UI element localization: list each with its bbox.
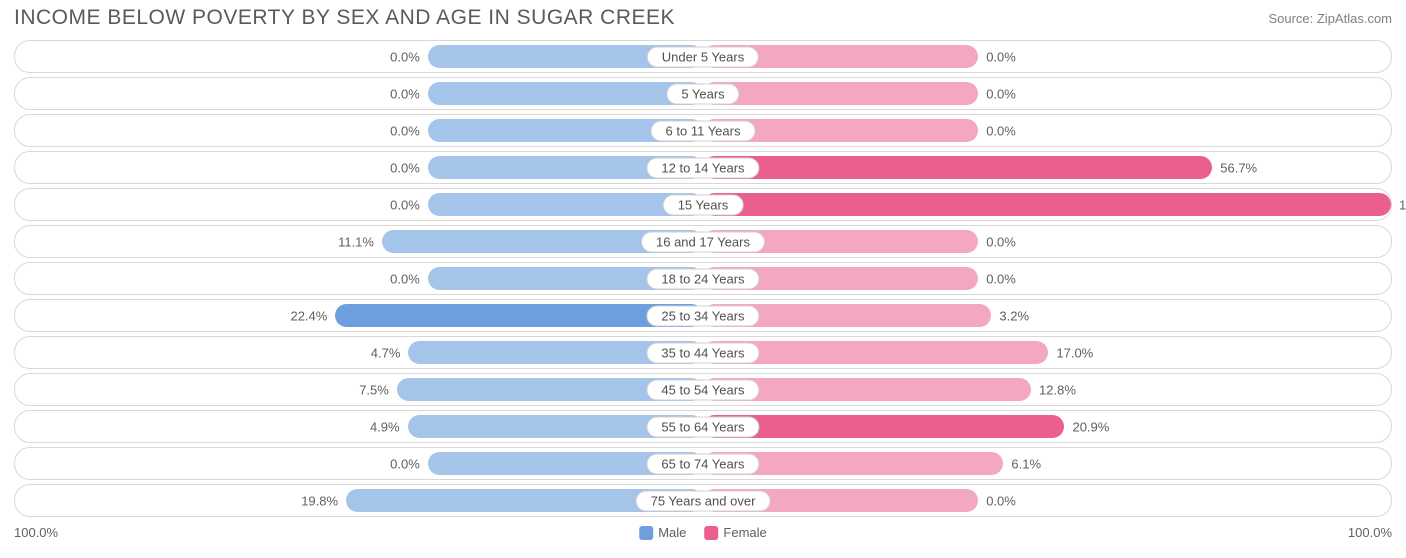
bar-male-fill (428, 82, 703, 105)
value-male: 4.9% (370, 419, 400, 434)
row-track: 7.5% 12.8% 45 to 54 Years (14, 373, 1392, 406)
value-male: 0.0% (390, 197, 420, 212)
legend: Male Female (639, 525, 767, 540)
value-male: 0.0% (390, 86, 420, 101)
row-track: 4.9% 20.9% 55 to 64 Years (14, 410, 1392, 443)
chart-area: 0.0%0.0%Under 5 Years0.0%0.0%5 Years0.0%… (0, 40, 1406, 517)
row-track: 0.0% 56.7% 12 to 14 Years (14, 151, 1392, 184)
chart-row: 0.0% 0.0% 18 to 24 Years (14, 262, 1392, 295)
chart-row: 4.7% 17.0% 35 to 44 Years (14, 336, 1392, 369)
value-female: 0.0% (986, 86, 1016, 101)
chart-footer: 100.0% Male Female 100.0% (0, 521, 1406, 540)
chart-row: 0.0% 0.0% 5 Years (14, 77, 1392, 110)
value-male: 0.0% (390, 271, 420, 286)
chart-row: 0.0%100.0%15 Years (14, 188, 1392, 221)
legend-female: Female (704, 525, 766, 540)
category-label: 35 to 44 Years (646, 342, 759, 363)
row-track: 19.8% 0.0% 75 Years and over (14, 484, 1392, 517)
chart-row: 7.5% 12.8% 45 to 54 Years (14, 373, 1392, 406)
chart-row: 4.9% 20.9% 55 to 64 Years (14, 410, 1392, 443)
category-label: 45 to 54 Years (646, 379, 759, 400)
row-track: 0.0%100.0%15 Years (14, 188, 1392, 221)
bar-female-fill (703, 193, 1391, 216)
value-female: 12.8% (1039, 382, 1076, 397)
row-track: 22.4% 3.2% 25 to 34 Years (14, 299, 1392, 332)
row-track: 4.7% 17.0% 35 to 44 Years (14, 336, 1392, 369)
category-label: 18 to 24 Years (646, 268, 759, 289)
legend-female-label: Female (723, 525, 766, 540)
chart-row: 22.4% 3.2% 25 to 34 Years (14, 299, 1392, 332)
bar-female (703, 193, 1391, 216)
legend-female-swatch (704, 526, 718, 540)
chart-row: 11.1% 0.0% 16 and 17 Years (14, 225, 1392, 258)
category-label: 16 and 17 Years (641, 231, 765, 252)
bar-male (428, 82, 703, 105)
axis-left-max: 100.0% (14, 525, 58, 540)
row-track: 0.0% 0.0% Under 5 Years (14, 40, 1392, 73)
legend-male: Male (639, 525, 686, 540)
category-label: 65 to 74 Years (646, 453, 759, 474)
category-label: 55 to 64 Years (646, 416, 759, 437)
row-track: 0.0% 6.1% 65 to 74 Years (14, 447, 1392, 480)
category-label: 6 to 11 Years (651, 120, 756, 141)
row-track: 11.1% 0.0% 16 and 17 Years (14, 225, 1392, 258)
value-female: 100.0% (1399, 197, 1406, 212)
legend-male-swatch (639, 526, 653, 540)
legend-male-label: Male (658, 525, 686, 540)
axis-right-max: 100.0% (1348, 525, 1392, 540)
category-label: Under 5 Years (647, 46, 759, 67)
value-male: 0.0% (390, 49, 420, 64)
row-track: 0.0% 0.0% 5 Years (14, 77, 1392, 110)
value-female: 6.1% (1011, 456, 1041, 471)
value-male: 0.0% (390, 160, 420, 175)
row-track: 0.0% 0.0% 18 to 24 Years (14, 262, 1392, 295)
bar-female (703, 82, 978, 105)
chart-row: 0.0% 56.7% 12 to 14 Years (14, 151, 1392, 184)
category-label: 12 to 14 Years (646, 157, 759, 178)
value-female: 17.0% (1056, 345, 1093, 360)
value-male: 4.7% (371, 345, 401, 360)
value-female: 0.0% (986, 493, 1016, 508)
value-male: 7.5% (359, 382, 389, 397)
chart-title: INCOME BELOW POVERTY BY SEX AND AGE IN S… (14, 6, 675, 30)
category-label: 75 Years and over (636, 490, 771, 511)
value-female: 56.7% (1220, 160, 1257, 175)
value-female: 0.0% (986, 234, 1016, 249)
value-female: 0.0% (986, 49, 1016, 64)
value-female: 0.0% (986, 123, 1016, 138)
bar-female-fill (703, 82, 978, 105)
value-male: 0.0% (390, 123, 420, 138)
value-female: 20.9% (1072, 419, 1109, 434)
chart-row: 0.0% 0.0% Under 5 Years (14, 40, 1392, 73)
bar-female (703, 156, 1212, 179)
value-female: 3.2% (999, 308, 1029, 323)
category-label: 25 to 34 Years (646, 305, 759, 326)
value-male: 19.8% (301, 493, 338, 508)
chart-row: 19.8% 0.0% 75 Years and over (14, 484, 1392, 517)
value-male: 0.0% (390, 456, 420, 471)
chart-row: 0.0% 6.1% 65 to 74 Years (14, 447, 1392, 480)
category-label: 5 Years (666, 83, 739, 104)
category-label: 15 Years (663, 194, 744, 215)
value-female: 0.0% (986, 271, 1016, 286)
chart-row: 0.0% 0.0% 6 to 11 Years (14, 114, 1392, 147)
chart-source: Source: ZipAtlas.com (1268, 11, 1392, 26)
value-male: 11.1% (338, 234, 374, 249)
row-track: 0.0% 0.0% 6 to 11 Years (14, 114, 1392, 147)
bar-female-fill (703, 156, 1212, 179)
chart-header: INCOME BELOW POVERTY BY SEX AND AGE IN S… (0, 0, 1406, 40)
value-male: 22.4% (290, 308, 327, 323)
